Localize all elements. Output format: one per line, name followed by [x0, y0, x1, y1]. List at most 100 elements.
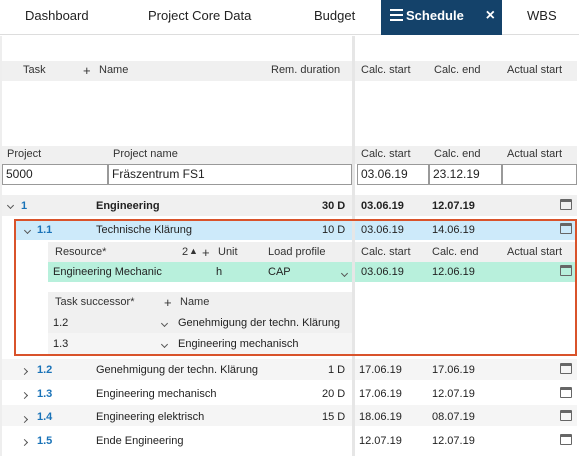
- task-row-1-4-band-right: [355, 405, 577, 426]
- calendar-icon[interactable]: [560, 363, 572, 374]
- project-actual-start-label: Actual start: [507, 148, 563, 160]
- task-1-3-calc-end: 12.07.19: [432, 388, 475, 400]
- chevron-right-icon: [20, 438, 29, 447]
- col-name[interactable]: Name: [99, 64, 129, 76]
- successor-row-2[interactable]: [48, 333, 352, 354]
- project-calc-end-field[interactable]: 23.12.19: [429, 164, 502, 185]
- grid-header-band: [2, 61, 352, 81]
- project-header-band: [2, 146, 352, 164]
- expand-task-1-2[interactable]: [20, 365, 29, 377]
- task-row-1-band-right: [355, 195, 577, 216]
- col-task[interactable]: Task: [23, 64, 46, 76]
- calendar-icon[interactable]: [560, 410, 572, 421]
- task-1-1-duration: 10 D: [322, 224, 346, 236]
- successor-1-number[interactable]: 1.2: [53, 317, 69, 329]
- task-1-1-calc-end: 14.06.19: [432, 224, 475, 236]
- tab-dashboard[interactable]: Dashboard: [25, 8, 89, 23]
- task-1-4-number[interactable]: 1.4: [37, 411, 53, 423]
- expand-task-1-3[interactable]: [20, 389, 29, 401]
- col-successor-name[interactable]: Name: [180, 296, 210, 308]
- task-1-4-duration: 15 D: [322, 411, 346, 423]
- col-task-successor[interactable]: Task successor*: [55, 296, 135, 308]
- col-actual-start[interactable]: Actual start: [507, 64, 563, 76]
- task-1-1-calc-start: 03.06.19: [361, 224, 404, 236]
- task-1-3-number[interactable]: 1.3: [37, 388, 53, 400]
- col-resource-actual-start[interactable]: Actual start: [507, 246, 563, 258]
- task-1-5-calc-start: 12.07.19: [359, 435, 402, 447]
- resource-header-band: [48, 242, 352, 262]
- add-resource-button[interactable]: +: [202, 245, 210, 260]
- task-1-5-name[interactable]: Ende Engineering: [96, 435, 184, 447]
- task-1-3-name[interactable]: Engineering mechanisch: [96, 388, 217, 400]
- resource-row-highlight-right[interactable]: [355, 262, 575, 282]
- task-1-2-duration: 1 D: [328, 364, 346, 376]
- task-1-calc-end: 12.07.19: [432, 200, 475, 212]
- task-1-3-calc-start: 17.06.19: [359, 388, 402, 400]
- col-calc-start[interactable]: Calc. start: [361, 64, 411, 76]
- calendar-icon[interactable]: [560, 199, 572, 210]
- pane-splitter[interactable]: [352, 36, 355, 456]
- task-1-4-calc-start: 18.06.19: [359, 411, 402, 423]
- project-calc-start-field[interactable]: 03.06.19: [357, 164, 429, 185]
- resource-row-highlight[interactable]: [48, 262, 352, 282]
- add-task-button[interactable]: +: [83, 63, 91, 78]
- expand-task-1[interactable]: [6, 199, 15, 211]
- expand-task-1-4[interactable]: [20, 413, 29, 425]
- task-1-1-highlight: [16, 221, 352, 240]
- successor-1-name: Genehmigung der techn. Klärung: [178, 317, 341, 329]
- successor-2-number[interactable]: 1.3: [53, 338, 69, 350]
- task-1-5-number[interactable]: 1.5: [37, 435, 53, 447]
- col-unit[interactable]: Unit: [218, 246, 238, 258]
- project-name-field[interactable]: Fräszentrum FS1: [108, 164, 352, 185]
- grid-header-band-right: [355, 61, 577, 81]
- col-rem-duration[interactable]: Rem. duration: [271, 64, 341, 76]
- resource-calc-start: 03.06.19: [361, 266, 404, 278]
- calendar-icon[interactable]: [560, 223, 572, 234]
- task-1-duration: 30 D: [322, 200, 346, 212]
- task-1-4-name[interactable]: Engineering elektrisch: [96, 411, 205, 423]
- chevron-right-icon: [20, 391, 29, 400]
- task-row-1-band: [2, 195, 352, 216]
- task-1-calc-start: 03.06.19: [361, 200, 404, 212]
- task-1-1-number[interactable]: 1.1: [37, 224, 53, 236]
- left-edge: [0, 36, 2, 456]
- col-resource-calc-start[interactable]: Calc. start: [361, 246, 411, 258]
- project-id-field[interactable]: 5000: [2, 164, 108, 185]
- calendar-icon[interactable]: [560, 387, 572, 398]
- project-name-label: Project name: [113, 148, 178, 160]
- task-1-3-duration: 20 D: [322, 388, 346, 400]
- resource-load-profile[interactable]: CAP: [268, 266, 291, 278]
- resource-unit[interactable]: h: [216, 266, 223, 278]
- chevron-right-icon: [20, 415, 29, 424]
- task-1-number[interactable]: 1: [21, 200, 28, 212]
- col-load-profile[interactable]: Load profile: [268, 246, 326, 258]
- tab-schedule[interactable]: Schedule ×: [381, 0, 502, 35]
- tab-wbs[interactable]: WBS: [527, 8, 557, 23]
- task-1-1-name[interactable]: Technische Klärung: [96, 224, 193, 236]
- successor-row-1[interactable]: [48, 312, 352, 333]
- chevron-right-icon: [20, 367, 29, 376]
- add-successor-button[interactable]: +: [164, 295, 172, 310]
- task-row-1-2-band-right: [355, 359, 577, 380]
- col-resource[interactable]: Resource*: [55, 246, 107, 258]
- chevron-down-icon: [6, 201, 15, 210]
- col-resource-calc-end[interactable]: Calc. end: [432, 246, 479, 258]
- calendar-icon[interactable]: [560, 434, 572, 445]
- col-calc-end[interactable]: Calc. end: [434, 64, 481, 76]
- resource-name[interactable]: Engineering Mechanic: [53, 266, 162, 278]
- task-1-1-highlight-right: [355, 221, 575, 240]
- expand-task-1-5[interactable]: [20, 436, 29, 448]
- hamburger-icon[interactable]: [390, 9, 403, 21]
- task-1-2-name[interactable]: Genehmigung der techn. Klärung: [96, 364, 259, 376]
- tab-project-core-data[interactable]: Project Core Data: [148, 8, 252, 23]
- tab-budget[interactable]: Budget: [314, 8, 356, 23]
- task-1-name[interactable]: Engineering: [96, 200, 160, 212]
- successor-header-band: [48, 292, 352, 312]
- close-icon[interactable]: ×: [485, 7, 495, 24]
- task-1-2-number[interactable]: 1.2: [37, 364, 53, 376]
- task-1-2-calc-start: 17.06.19: [359, 364, 402, 376]
- sort-up-icon[interactable]: ▲: [189, 246, 198, 256]
- project-actual-start-field[interactable]: [502, 164, 577, 185]
- task-row-1-4-band: [2, 405, 352, 426]
- calendar-icon[interactable]: [560, 265, 572, 276]
